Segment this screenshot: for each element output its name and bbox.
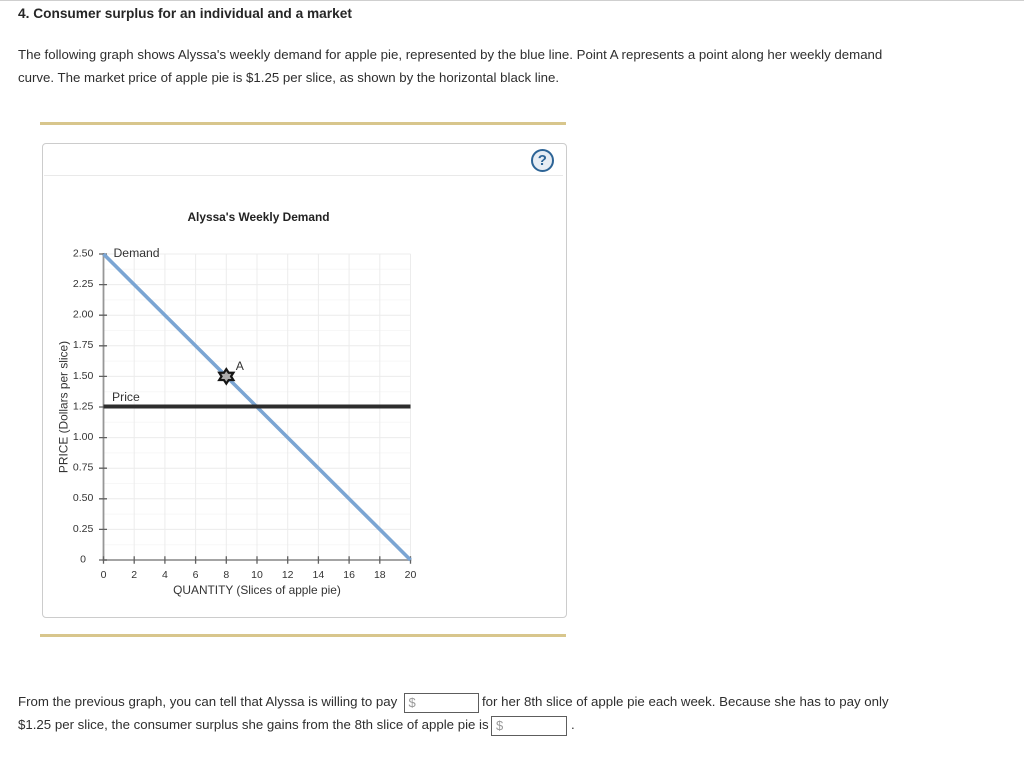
svg-text:QUANTITY (Slices of apple pie): QUANTITY (Slices of apple pie) <box>173 582 341 596</box>
svg-text:Price: Price <box>112 389 140 403</box>
svg-text:2: 2 <box>131 569 137 581</box>
svg-text:2.50: 2.50 <box>72 247 93 259</box>
svg-text:8: 8 <box>223 569 229 581</box>
svg-text:10: 10 <box>251 569 263 581</box>
svg-text:14: 14 <box>312 569 324 581</box>
svg-text:0.25: 0.25 <box>72 522 93 534</box>
svg-text:2.25: 2.25 <box>72 278 93 290</box>
svg-text:1.50: 1.50 <box>72 369 93 381</box>
svg-text:1.75: 1.75 <box>72 339 93 351</box>
svg-text:A: A <box>235 359 244 373</box>
svg-text:PRICE (Dollars per slice): PRICE (Dollars per slice) <box>56 340 70 472</box>
svg-text:16: 16 <box>343 569 355 581</box>
svg-text:0: 0 <box>80 553 86 565</box>
svg-text:4: 4 <box>161 569 167 581</box>
svg-text:20: 20 <box>404 569 416 581</box>
svg-text:0: 0 <box>100 569 106 581</box>
svg-text:18: 18 <box>373 569 385 581</box>
svg-text:2.00: 2.00 <box>72 308 93 320</box>
svg-text:1.25: 1.25 <box>72 400 93 412</box>
svg-text:Demand: Demand <box>113 245 159 259</box>
svg-text:0.50: 0.50 <box>72 492 93 504</box>
svg-text:Alyssa's Weekly Demand: Alyssa's Weekly Demand <box>187 209 329 223</box>
svg-text:12: 12 <box>281 569 293 581</box>
svg-text:1.00: 1.00 <box>72 431 93 443</box>
svg-text:6: 6 <box>192 569 198 581</box>
svg-text:0.75: 0.75 <box>72 461 93 473</box>
